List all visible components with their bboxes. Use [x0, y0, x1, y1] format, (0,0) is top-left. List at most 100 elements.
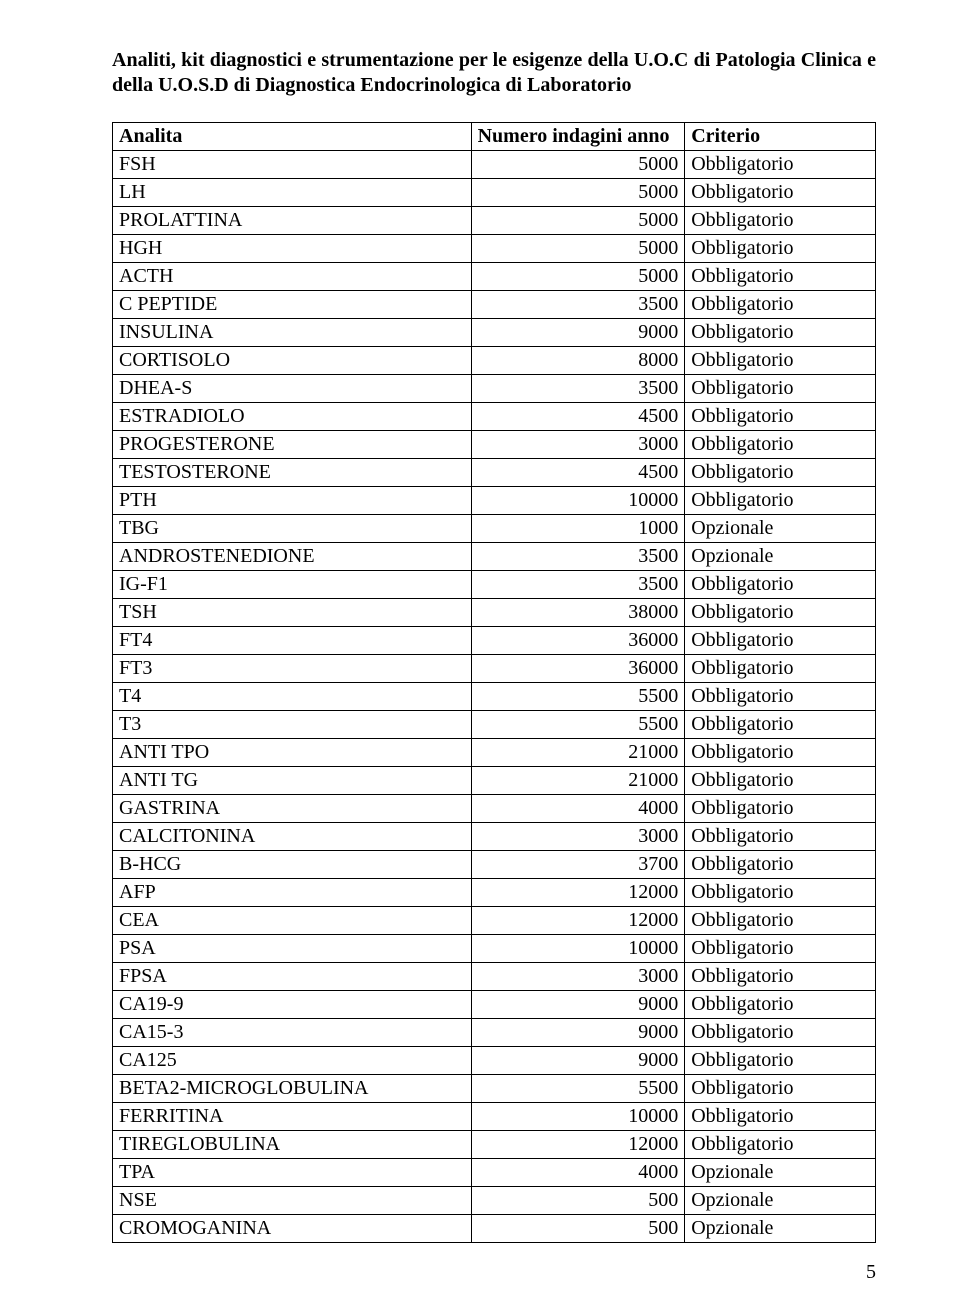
table-row: TIREGLOBULINA12000Obbligatorio	[113, 1131, 876, 1159]
cell-analita: CORTISOLO	[113, 347, 472, 375]
cell-criterio: Obbligatorio	[685, 1103, 876, 1131]
cell-numero: 3700	[471, 851, 685, 879]
cell-criterio: Obbligatorio	[685, 851, 876, 879]
cell-analita: C PEPTIDE	[113, 291, 472, 319]
table-row: FSH5000Obbligatorio	[113, 151, 876, 179]
cell-criterio: Opzionale	[685, 1159, 876, 1187]
cell-analita: ANTI TPO	[113, 739, 472, 767]
cell-analita: GASTRINA	[113, 795, 472, 823]
table-row: NSE500Opzionale	[113, 1187, 876, 1215]
cell-analita: PROLATTINA	[113, 207, 472, 235]
cell-numero: 4500	[471, 403, 685, 431]
table-row: LH5000Obbligatorio	[113, 179, 876, 207]
cell-numero: 500	[471, 1187, 685, 1215]
cell-criterio: Obbligatorio	[685, 991, 876, 1019]
cell-analita: NSE	[113, 1187, 472, 1215]
cell-numero: 500	[471, 1215, 685, 1243]
cell-criterio: Opzionale	[685, 1215, 876, 1243]
cell-analita: TESTOSTERONE	[113, 459, 472, 487]
cell-criterio: Opzionale	[685, 515, 876, 543]
cell-criterio: Obbligatorio	[685, 263, 876, 291]
table-header-row: Analita Numero indagini anno Criterio	[113, 123, 876, 151]
table-row: C PEPTIDE3500Obbligatorio	[113, 291, 876, 319]
cell-criterio: Obbligatorio	[685, 571, 876, 599]
cell-criterio: Obbligatorio	[685, 655, 876, 683]
cell-analita: IG-F1	[113, 571, 472, 599]
cell-criterio: Obbligatorio	[685, 823, 876, 851]
table-row: TSH38000Obbligatorio	[113, 599, 876, 627]
cell-numero: 12000	[471, 907, 685, 935]
cell-numero: 4000	[471, 1159, 685, 1187]
cell-analita: AFP	[113, 879, 472, 907]
cell-numero: 9000	[471, 1019, 685, 1047]
document-page: Analiti, kit diagnostici e strumentazion…	[0, 0, 960, 1312]
cell-numero: 12000	[471, 1131, 685, 1159]
table-row: BETA2-MICROGLOBULINA5500Obbligatorio	[113, 1075, 876, 1103]
cell-criterio: Obbligatorio	[685, 207, 876, 235]
table-row: ANDROSTENEDIONE3500Opzionale	[113, 543, 876, 571]
col-analita: Analita	[113, 123, 472, 151]
cell-criterio: Obbligatorio	[685, 1019, 876, 1047]
table-row: AFP12000Obbligatorio	[113, 879, 876, 907]
table-row: CA1259000Obbligatorio	[113, 1047, 876, 1075]
table-row: PTH10000Obbligatorio	[113, 487, 876, 515]
table-row: TBG1000Opzionale	[113, 515, 876, 543]
table-row: CALCITONINA3000Obbligatorio	[113, 823, 876, 851]
cell-analita: ANDROSTENEDIONE	[113, 543, 472, 571]
table-row: FT436000Obbligatorio	[113, 627, 876, 655]
table-row: CORTISOLO8000Obbligatorio	[113, 347, 876, 375]
cell-analita: TIREGLOBULINA	[113, 1131, 472, 1159]
cell-criterio: Obbligatorio	[685, 235, 876, 263]
cell-analita: TPA	[113, 1159, 472, 1187]
table-row: CROMOGANINA500Opzionale	[113, 1215, 876, 1243]
cell-criterio: Obbligatorio	[685, 739, 876, 767]
cell-numero: 9000	[471, 1047, 685, 1075]
cell-numero: 5500	[471, 1075, 685, 1103]
cell-criterio: Obbligatorio	[685, 375, 876, 403]
cell-analita: INSULINA	[113, 319, 472, 347]
cell-analita: LH	[113, 179, 472, 207]
cell-numero: 21000	[471, 739, 685, 767]
cell-numero: 5500	[471, 711, 685, 739]
cell-analita: DHEA-S	[113, 375, 472, 403]
cell-numero: 38000	[471, 599, 685, 627]
table-row: CEA12000Obbligatorio	[113, 907, 876, 935]
table-row: B-HCG3700Obbligatorio	[113, 851, 876, 879]
table-row: TPA4000Opzionale	[113, 1159, 876, 1187]
cell-numero: 5500	[471, 683, 685, 711]
table-row: DHEA-S3500Obbligatorio	[113, 375, 876, 403]
cell-criterio: Obbligatorio	[685, 179, 876, 207]
cell-criterio: Obbligatorio	[685, 459, 876, 487]
cell-numero: 10000	[471, 935, 685, 963]
cell-numero: 3500	[471, 291, 685, 319]
cell-analita: FPSA	[113, 963, 472, 991]
table-row: IG-F13500Obbligatorio	[113, 571, 876, 599]
cell-criterio: Obbligatorio	[685, 1047, 876, 1075]
table-row: PROLATTINA5000Obbligatorio	[113, 207, 876, 235]
cell-criterio: Obbligatorio	[685, 795, 876, 823]
cell-criterio: Obbligatorio	[685, 291, 876, 319]
table-row: TESTOSTERONE4500Obbligatorio	[113, 459, 876, 487]
cell-analita: CALCITONINA	[113, 823, 472, 851]
table-row: FT336000Obbligatorio	[113, 655, 876, 683]
cell-analita: PSA	[113, 935, 472, 963]
cell-numero: 3500	[471, 543, 685, 571]
table-row: T35500Obbligatorio	[113, 711, 876, 739]
cell-criterio: Obbligatorio	[685, 963, 876, 991]
cell-analita: CROMOGANINA	[113, 1215, 472, 1243]
cell-analita: HGH	[113, 235, 472, 263]
cell-criterio: Opzionale	[685, 1187, 876, 1215]
table-row: INSULINA9000Obbligatorio	[113, 319, 876, 347]
cell-numero: 4000	[471, 795, 685, 823]
cell-criterio: Obbligatorio	[685, 1075, 876, 1103]
cell-analita: CA19-9	[113, 991, 472, 1019]
cell-analita: ESTRADIOLO	[113, 403, 472, 431]
table-row: ANTI TPO21000Obbligatorio	[113, 739, 876, 767]
cell-criterio: Obbligatorio	[685, 487, 876, 515]
cell-numero: 12000	[471, 879, 685, 907]
cell-analita: CEA	[113, 907, 472, 935]
cell-criterio: Obbligatorio	[685, 151, 876, 179]
table-row: FPSA3000Obbligatorio	[113, 963, 876, 991]
cell-analita: TBG	[113, 515, 472, 543]
col-criterio: Criterio	[685, 123, 876, 151]
